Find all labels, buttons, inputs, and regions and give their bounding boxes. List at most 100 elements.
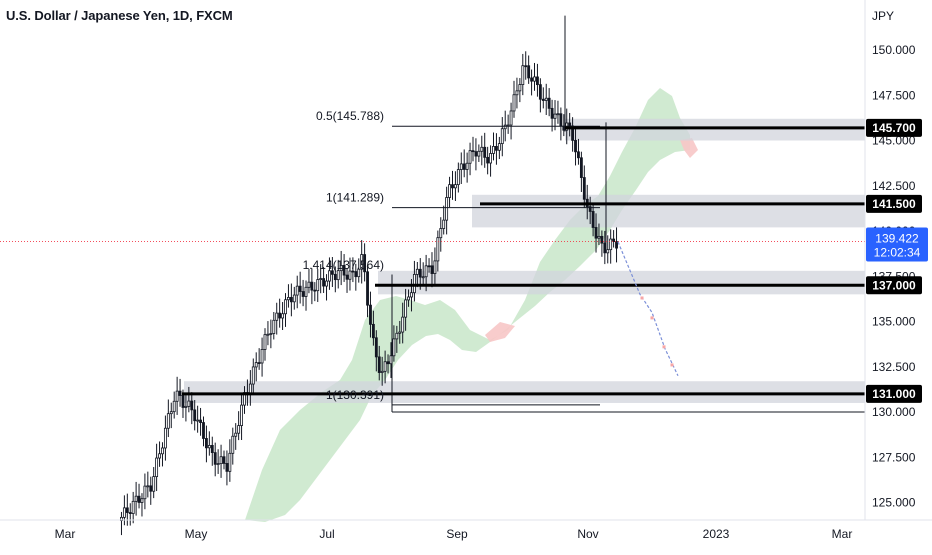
candle-body xyxy=(351,270,355,273)
candle-body xyxy=(495,146,498,151)
candle-body xyxy=(152,476,156,492)
candle-body xyxy=(231,435,235,454)
candle-body xyxy=(146,485,150,488)
candle-body xyxy=(155,457,159,478)
candle-body xyxy=(234,432,238,437)
candle-body xyxy=(304,286,308,297)
candle-body xyxy=(606,249,610,254)
candle-body xyxy=(471,150,475,153)
y-tick-label: 135.000 xyxy=(872,315,916,329)
candle-body xyxy=(547,97,551,109)
annotations: 0.5(145.788) 1(141.289) 1.414(137.564) 1(13… xyxy=(303,109,384,402)
candle-body xyxy=(301,291,305,297)
level-badge-label: 145.700 xyxy=(872,121,916,135)
cloud-red-patch xyxy=(485,322,515,342)
candle-body xyxy=(518,84,522,92)
candle-body xyxy=(275,312,279,321)
currency-label: JPY xyxy=(872,9,894,23)
candle-body xyxy=(524,65,528,68)
candle-body xyxy=(128,512,132,514)
candle-body xyxy=(474,151,478,157)
candle-body xyxy=(465,162,469,170)
candle-body xyxy=(497,143,501,151)
candle-body xyxy=(316,279,320,292)
cloud-area xyxy=(245,88,690,522)
candle-body xyxy=(125,507,129,513)
candle-body xyxy=(439,228,443,239)
candle-body xyxy=(295,285,299,296)
price-axis: JPY150.000147.500145.000142.500140.00013… xyxy=(0,0,932,521)
candle-body xyxy=(612,238,616,242)
candle-body xyxy=(448,184,451,198)
candle-body xyxy=(579,157,583,178)
candle-body xyxy=(137,495,141,503)
candle-body xyxy=(544,97,548,101)
candle-body xyxy=(228,452,232,472)
candle-body xyxy=(333,273,337,281)
candle-body xyxy=(260,348,264,364)
x-tick-label: 2023 xyxy=(703,527,730,541)
level-badge xyxy=(866,118,922,137)
candle-body xyxy=(322,278,326,287)
candle-body xyxy=(538,84,542,100)
candle-body xyxy=(342,265,346,276)
candle-body xyxy=(609,238,613,251)
level-badge-label: 137.000 xyxy=(872,278,916,292)
candle-body xyxy=(204,438,208,449)
candle-body xyxy=(395,332,399,340)
y-tick-label: 125.000 xyxy=(872,496,916,510)
candle-body xyxy=(187,400,191,407)
candle-body xyxy=(383,361,387,372)
level-badge xyxy=(866,194,922,213)
candle-body xyxy=(357,268,361,278)
candle-body xyxy=(597,235,601,239)
level-zones xyxy=(184,118,865,403)
candle-body xyxy=(169,411,173,415)
candle-body xyxy=(615,241,618,249)
x-tick-label: Mar xyxy=(55,527,76,541)
candle-body xyxy=(401,316,405,333)
candle-body xyxy=(225,463,229,472)
y-tick-label: 142.500 xyxy=(872,179,916,193)
candle-body xyxy=(404,299,408,318)
candle-body xyxy=(392,338,396,357)
candle-body xyxy=(325,280,328,287)
y-tick-label: 132.500 xyxy=(872,360,916,374)
level-badge-label: 131.000 xyxy=(872,387,916,401)
candle-body xyxy=(284,299,287,315)
candle-body xyxy=(122,507,126,518)
candle-body xyxy=(237,425,241,434)
candle-body xyxy=(178,390,182,396)
candle-body xyxy=(433,260,437,274)
candle-body xyxy=(550,107,554,119)
candle-body xyxy=(310,281,314,291)
candle-body xyxy=(377,356,381,373)
candle-body xyxy=(398,331,402,334)
level-badge-label: 141.500 xyxy=(872,197,916,211)
candle-body xyxy=(468,150,472,164)
level-zone xyxy=(472,194,865,228)
candle-body xyxy=(380,370,384,373)
candle-body xyxy=(175,390,179,402)
candle-body xyxy=(553,113,557,119)
candle-body xyxy=(533,76,536,82)
candle-body xyxy=(263,334,267,350)
candle-body xyxy=(556,113,560,116)
cloud-red-patch xyxy=(680,138,698,158)
candle-body xyxy=(345,274,349,280)
candle-body xyxy=(530,77,534,82)
candle-body xyxy=(371,323,375,339)
candle-body xyxy=(289,297,293,303)
candle-body xyxy=(219,456,223,465)
candle-body xyxy=(410,292,413,298)
candle-body xyxy=(166,413,170,429)
candle-body xyxy=(251,366,255,385)
candle-body xyxy=(374,337,378,358)
level-badge xyxy=(866,384,922,403)
y-tick-label: 145.000 xyxy=(872,134,916,148)
candle-body xyxy=(366,271,369,306)
candle-body xyxy=(486,156,490,164)
candle-body xyxy=(158,453,161,459)
